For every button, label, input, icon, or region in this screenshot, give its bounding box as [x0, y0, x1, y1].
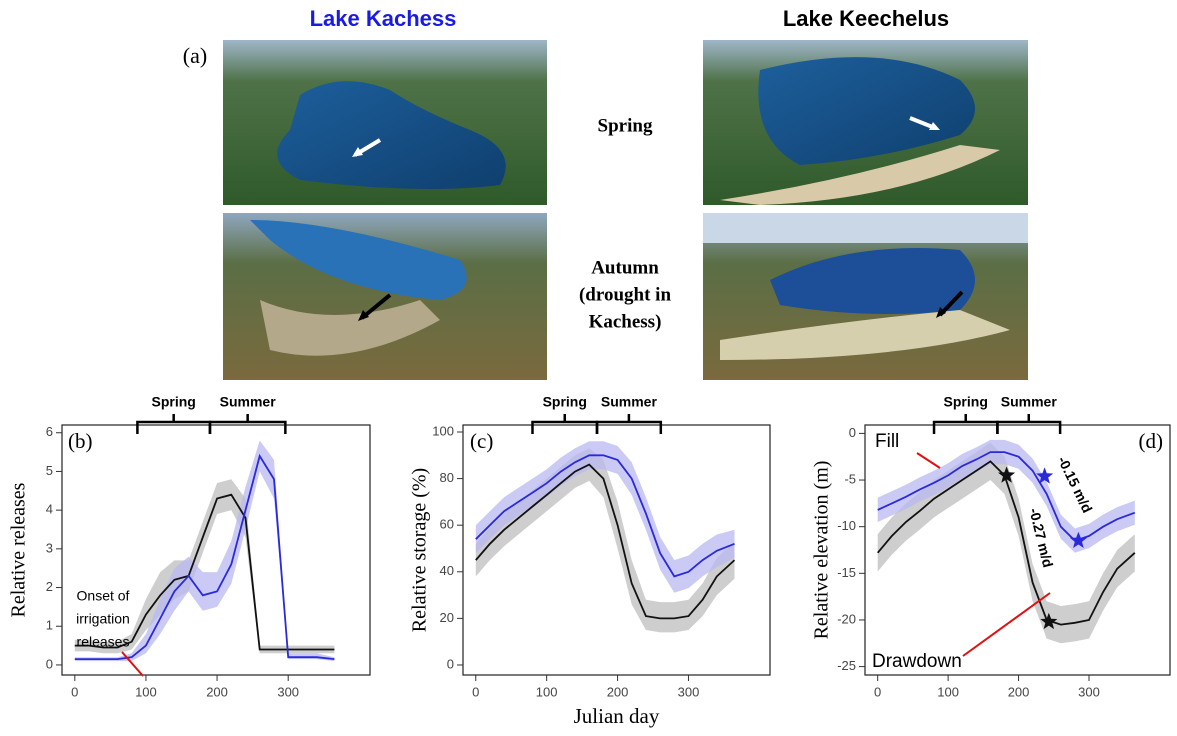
y-tick-label: 0 — [447, 656, 454, 671]
season-label: Spring — [152, 394, 196, 410]
y-tick-label: -5 — [844, 471, 856, 486]
photo-title: Lake Keechelus — [783, 6, 949, 31]
y-tick-label: 60 — [440, 517, 454, 532]
season-bracket — [210, 414, 285, 434]
panel-label: (a) — [183, 43, 207, 68]
x-tick-label: 300 — [277, 684, 299, 699]
season-label: Spring — [944, 394, 988, 410]
x-tick-label: 100 — [937, 684, 959, 699]
photo-keechelus-autumn — [703, 213, 1028, 380]
panel-label: (b) — [68, 429, 93, 453]
x-tick-label: 200 — [206, 684, 228, 699]
season-bracket — [934, 414, 997, 434]
annotation: Onset of — [77, 588, 130, 604]
x-tick-label: 200 — [607, 684, 629, 699]
x-tick-label: 0 — [874, 684, 881, 699]
y-tick-label: 4 — [46, 502, 53, 517]
photo-kachess-spring — [223, 40, 547, 205]
y-axis-label: Relative storage (%) — [409, 468, 431, 632]
figure: (a) Lake Kachess Lake Keechelus Spring A… — [0, 0, 1177, 736]
uncertainty-band — [75, 479, 335, 653]
row-label: (drought in — [579, 284, 671, 305]
uncertainty-band — [75, 441, 335, 662]
y-tick-label: 6 — [46, 424, 53, 439]
uncertainty-band — [476, 448, 735, 632]
row-label: Autumn — [591, 257, 659, 278]
annotation-arrow — [917, 453, 940, 468]
y-axis-label: Relative elevation (m) — [811, 461, 833, 640]
season-bracket — [597, 414, 661, 434]
y-tick-label: 0 — [46, 656, 53, 671]
x-tick-label: 300 — [1078, 684, 1100, 699]
annotation: Drawdown — [872, 651, 962, 672]
y-tick-label: -10 — [837, 518, 856, 533]
season-bracket — [997, 414, 1060, 434]
x-tick-label: 200 — [1008, 684, 1030, 699]
row-label: Spring — [598, 115, 653, 136]
x-tick-label: 100 — [536, 684, 558, 699]
y-axis-label: Relative releases — [8, 482, 30, 617]
x-tick-label: 0 — [472, 684, 479, 699]
panel-label: (d) — [1139, 429, 1164, 453]
annotation: irrigation — [76, 611, 130, 627]
photo-title: Lake Kachess — [310, 6, 457, 31]
series-line — [75, 456, 335, 659]
y-tick-label: -15 — [837, 565, 856, 580]
y-tick-label: 2 — [46, 579, 53, 594]
annotation-arrow — [963, 593, 1050, 656]
season-bracket — [532, 414, 597, 434]
y-tick-label: 0 — [849, 425, 856, 440]
annotation: Fill — [875, 431, 899, 452]
season-label: Summer — [220, 394, 277, 410]
y-tick-label: 20 — [440, 610, 454, 625]
y-tick-label: -20 — [837, 611, 856, 626]
x-axis-label: Julian day — [574, 704, 660, 728]
y-tick-label: 80 — [440, 470, 454, 485]
panel-label: (c) — [470, 429, 493, 453]
y-tick-label: 100 — [432, 423, 454, 438]
x-tick-label: 300 — [678, 684, 700, 699]
annotation: releases — [77, 634, 130, 650]
y-tick-label: 5 — [46, 463, 53, 478]
y-tick-label: 1 — [46, 618, 53, 633]
season-label: Summer — [1001, 394, 1058, 410]
y-tick-label: 3 — [46, 540, 53, 555]
y-tick-label: -25 — [837, 658, 856, 673]
uncertainty-band — [476, 441, 735, 593]
season-label: Summer — [601, 394, 658, 410]
x-tick-label: 100 — [135, 684, 157, 699]
season-label: Spring — [543, 394, 587, 410]
photo-keechelus-spring — [703, 40, 1028, 205]
row-label: Kachess) — [589, 311, 662, 332]
x-tick-label: 0 — [71, 684, 78, 699]
photo-kachess-autumn — [223, 213, 547, 380]
annotation: -0.15 m/d — [1055, 454, 1096, 516]
season-bracket — [137, 414, 210, 434]
y-tick-label: 40 — [440, 563, 454, 578]
